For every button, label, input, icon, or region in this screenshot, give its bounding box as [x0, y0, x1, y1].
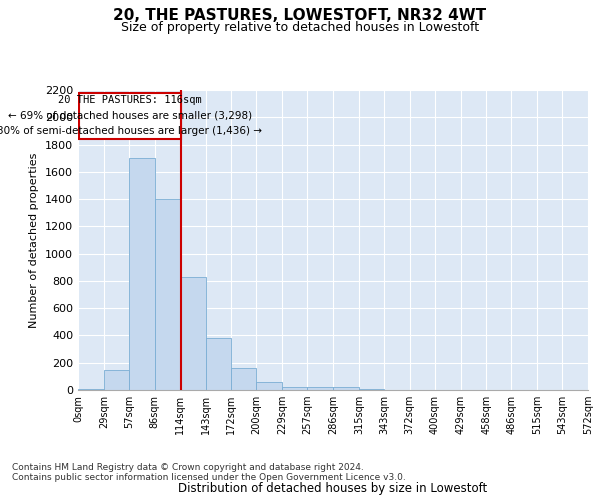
FancyBboxPatch shape	[79, 92, 181, 139]
Bar	[155, 199, 179, 390]
Text: 20 THE PASTURES: 116sqm: 20 THE PASTURES: 116sqm	[58, 95, 202, 105]
Bar	[256, 382, 282, 390]
Text: 30% of semi-detached houses are larger (1,436) →: 30% of semi-detached houses are larger (…	[0, 126, 262, 136]
Bar	[282, 386, 307, 390]
Text: 20, THE PASTURES, LOWESTOFT, NR32 4WT: 20, THE PASTURES, LOWESTOFT, NR32 4WT	[113, 8, 487, 22]
Y-axis label: Number of detached properties: Number of detached properties	[29, 152, 40, 328]
Bar	[333, 388, 359, 390]
Text: Size of property relative to detached houses in Lowestoft: Size of property relative to detached ho…	[121, 21, 479, 34]
Bar	[104, 370, 129, 390]
Text: Contains public sector information licensed under the Open Government Licence v3: Contains public sector information licen…	[12, 474, 406, 482]
Bar	[129, 158, 155, 390]
Text: ← 69% of detached houses are smaller (3,298): ← 69% of detached houses are smaller (3,…	[8, 110, 252, 120]
Bar	[205, 338, 232, 390]
Bar	[78, 388, 104, 390]
Text: Contains HM Land Registry data © Crown copyright and database right 2024.: Contains HM Land Registry data © Crown c…	[12, 464, 364, 472]
Bar	[307, 388, 333, 390]
Bar	[179, 277, 205, 390]
Text: Distribution of detached houses by size in Lowestoft: Distribution of detached houses by size …	[178, 482, 488, 495]
Bar	[232, 368, 256, 390]
